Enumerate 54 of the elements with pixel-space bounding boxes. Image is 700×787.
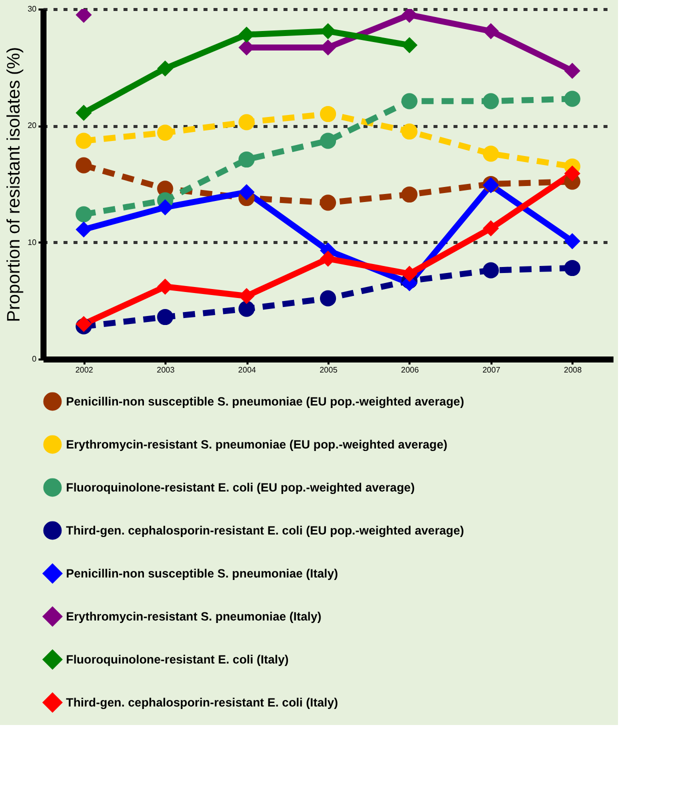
- point: [76, 132, 92, 149]
- point: [401, 123, 418, 140]
- legend-label: Penicillin-non susceptible S. pneumoniae (Italy): [66, 566, 338, 580]
- y-tick-label: 10: [28, 238, 38, 247]
- point: [482, 23, 499, 40]
- point: [238, 184, 255, 200]
- point: [238, 114, 255, 130]
- x-tick-label: 2002: [75, 366, 94, 374]
- legend-label: Third-gen. cephalosporin-resistant E. coli (Italy): [66, 696, 338, 710]
- point: [401, 186, 418, 203]
- x-tick-label: 2003: [156, 366, 176, 374]
- point: [564, 165, 580, 182]
- legend-label: Fluoroquinolone-resistant E. coli (Italy): [66, 652, 289, 666]
- y-tick-label: 20: [28, 121, 38, 130]
- y-tick-label: 0: [32, 354, 38, 364]
- point: [157, 60, 174, 77]
- point: [401, 266, 418, 282]
- legend-label: Erythromycin-resistant S. pneumoniae (Italy): [66, 610, 322, 624]
- point: [238, 300, 255, 317]
- x-tick-label: 2005: [320, 366, 338, 374]
- x-tick-label: 2008: [564, 366, 582, 374]
- point: [564, 233, 580, 250]
- y-tick-label: 30: [28, 4, 38, 14]
- legend-label: Penicillin-non susceptible S. pneumoniae (EU pop.-weighted average): [66, 394, 464, 408]
- point: [157, 199, 174, 216]
- point: [564, 90, 580, 107]
- point: [76, 221, 92, 238]
- legend-label: Erythromycin-resistant S. pneumoniae (EU pop.-weighted average): [66, 438, 448, 452]
- point: [76, 206, 92, 222]
- point: [157, 124, 174, 141]
- legend-label: Fluoroquinolone-resistant E. coli (EU pop.-weighted average): [66, 480, 415, 494]
- x-tick-label: 2007: [482, 366, 501, 374]
- point: [238, 151, 255, 168]
- x-tick-label: 2006: [401, 366, 420, 374]
- point: [76, 157, 92, 174]
- point: [401, 37, 418, 54]
- point: [564, 62, 580, 79]
- point: [76, 104, 92, 121]
- point: [482, 93, 499, 110]
- point: [482, 262, 499, 278]
- point: [320, 194, 336, 211]
- point: [482, 146, 499, 162]
- y-axis-title: Proportion of resistant isolates (%): [4, 46, 24, 322]
- point: [238, 288, 255, 304]
- point: [320, 250, 336, 267]
- point: [320, 290, 336, 306]
- point: [564, 260, 580, 276]
- point: [157, 308, 174, 326]
- point: [320, 132, 336, 149]
- point: [401, 93, 418, 110]
- point: [482, 220, 499, 236]
- x-tick-label: 2004: [238, 366, 257, 374]
- legend-label: Third-gen. cephalosporin-resistant E. coli (EU pop.-weighted average): [66, 524, 464, 538]
- point: [320, 106, 336, 122]
